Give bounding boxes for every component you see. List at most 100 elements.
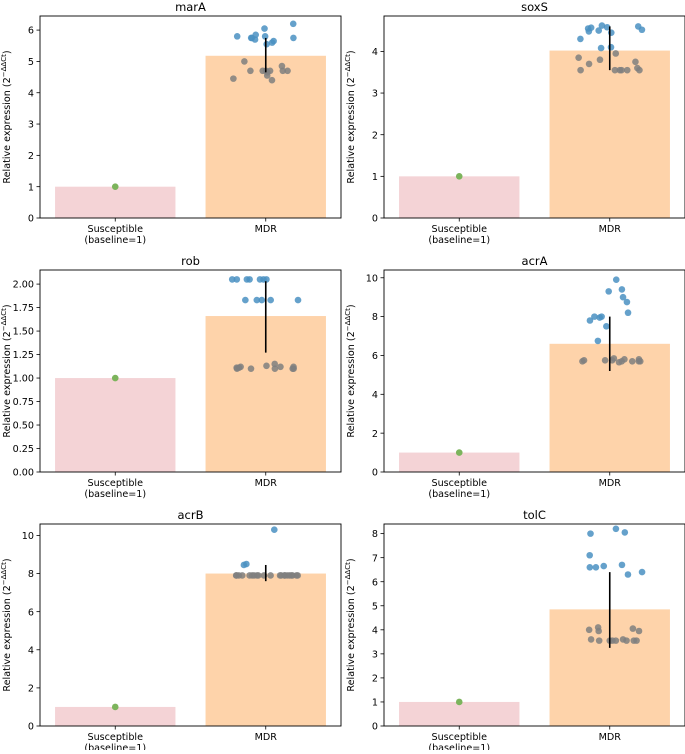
y-tick-label: 0 xyxy=(372,468,378,479)
bar-susceptible xyxy=(399,452,520,472)
point-high xyxy=(612,525,620,533)
point-low xyxy=(263,72,271,79)
y-tick-label: 2 xyxy=(372,130,378,141)
y-tick-label: 10 xyxy=(366,273,378,284)
y-tick-label: 0.50 xyxy=(13,421,34,432)
point-low xyxy=(575,54,582,61)
x-tick-label: MDR xyxy=(599,224,622,235)
y-tick-label: 6 xyxy=(372,577,378,588)
point-low xyxy=(595,627,602,635)
point-low xyxy=(601,357,609,364)
panel-marA: 0 1 2 3 4 5 6 Susceptible (baseline=1) MDR marA Rel… xyxy=(0,0,342,246)
x-tick-label-line: (baseline=1) xyxy=(428,235,490,246)
y-tick-label: 0.00 xyxy=(13,468,34,479)
panel-tolC: 0 1 2 3 4 5 6 7 8 Susceptible (baseline=1) MDR tolC R… xyxy=(344,508,685,754)
y-tick-label: 2 xyxy=(28,683,34,694)
point-low xyxy=(233,364,240,372)
y-tick-label: 3 xyxy=(28,120,34,131)
point-high xyxy=(289,20,297,28)
x-tick-label-line: MDR xyxy=(599,732,622,743)
x-tick-label-line: (baseline=1) xyxy=(84,743,146,750)
y-axis-label-part: Relative expression (2 xyxy=(346,77,357,183)
point-high xyxy=(587,530,594,537)
point-high xyxy=(577,35,584,43)
axes-frame xyxy=(39,15,342,219)
y-tick-label: 1.50 xyxy=(13,327,34,338)
x-tick-label-line: (baseline=1) xyxy=(84,235,146,246)
panel-acrB: 0 2 4 6 8 10 Susceptible (baseline=1) MDR acrB Rel… xyxy=(0,508,342,754)
point-low xyxy=(585,60,593,68)
bar-susceptible xyxy=(55,706,176,726)
point-low xyxy=(290,365,297,372)
bar-mdr xyxy=(205,573,326,726)
point-low xyxy=(271,360,278,368)
point-low xyxy=(238,572,246,579)
point-low xyxy=(615,358,623,366)
point-high xyxy=(624,571,632,578)
y-axis-label-part: −ΔΔCt xyxy=(344,562,352,585)
point-baseline xyxy=(455,698,463,706)
chart-title: acrA xyxy=(522,254,548,268)
point-low xyxy=(284,67,291,75)
point-high xyxy=(586,317,594,324)
point-high xyxy=(258,296,266,304)
x-tick-label: MDR xyxy=(599,732,622,743)
point-baseline xyxy=(455,173,463,180)
y-tick-label: 4 xyxy=(28,645,34,656)
axes-frame xyxy=(39,523,342,727)
x-tick-label-line: Susceptible xyxy=(87,224,143,235)
bar-mdr xyxy=(205,55,326,218)
point-baseline xyxy=(455,449,463,456)
y-axis-label: Relative expression (2−ΔΔCt) xyxy=(0,304,13,437)
point-low xyxy=(635,357,643,365)
point-high xyxy=(256,276,264,283)
y-tick-label: 4 xyxy=(372,390,378,401)
point-low xyxy=(612,50,620,57)
x-tick-label-line: (baseline=1) xyxy=(428,489,490,500)
y-axis-label-part: −ΔΔCt xyxy=(344,54,352,77)
y-axis-label-part: −ΔΔCt xyxy=(0,54,8,77)
point-low xyxy=(623,66,631,74)
point-baseline xyxy=(111,703,119,711)
y-axis-label-part: Relative expression (2 xyxy=(346,585,357,691)
point-high xyxy=(228,276,236,283)
point-high xyxy=(597,44,605,52)
point-low xyxy=(585,626,593,634)
y-tick-label: 5 xyxy=(372,601,378,612)
point-high xyxy=(605,288,612,295)
point-low xyxy=(233,572,240,579)
point-high xyxy=(638,568,646,576)
point-high xyxy=(233,276,241,283)
point-low xyxy=(609,637,616,644)
point-high xyxy=(621,529,629,536)
x-tick-label-line: MDR xyxy=(599,224,622,235)
y-tick-label: 1.75 xyxy=(13,303,34,314)
x-tick-label: Susceptible (baseline=1) xyxy=(428,732,490,750)
y-tick-label: 3 xyxy=(372,649,378,660)
point-high xyxy=(261,33,269,40)
point-high xyxy=(591,313,598,320)
chart-title: rob xyxy=(181,254,200,268)
y-tick-label: 0.25 xyxy=(13,444,34,455)
point-high xyxy=(596,314,604,321)
y-tick-label: 5 xyxy=(28,57,34,68)
point-low xyxy=(623,637,630,644)
point-low xyxy=(230,75,237,82)
point-high xyxy=(612,276,620,284)
x-tick-label: MDR xyxy=(599,478,622,489)
chart-title: acrB xyxy=(178,508,204,522)
y-axis-label-part: Relative expression (2 xyxy=(346,331,357,437)
bar-susceptible xyxy=(399,176,520,218)
point-high xyxy=(638,26,646,34)
y-tick-label: 0 xyxy=(28,722,34,733)
point-high xyxy=(233,33,241,40)
chart-title: soxS xyxy=(521,0,548,14)
axes-frame xyxy=(383,269,685,473)
point-low xyxy=(246,572,253,579)
bar-mdr xyxy=(549,50,670,218)
point-low xyxy=(587,636,595,643)
y-tick-label: 1.00 xyxy=(13,374,34,385)
y-axis-label: Relative expression (2−ΔΔCt) xyxy=(344,558,357,691)
